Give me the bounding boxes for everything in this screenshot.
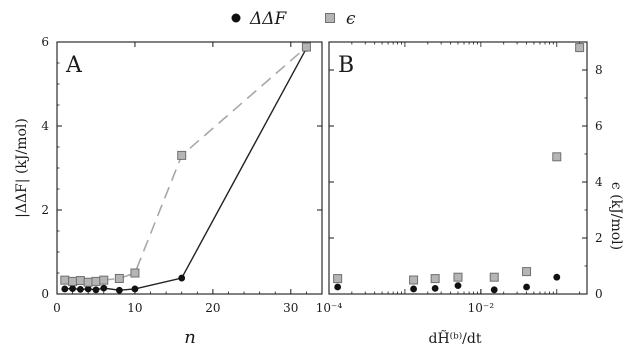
- panel-a-ytick-label: 6: [41, 35, 49, 49]
- panel-a-point-ddf: [178, 274, 186, 282]
- panel-a-point-epsilon: [75, 276, 85, 286]
- panel-a-xtick-label: 20: [205, 301, 220, 315]
- panel-b-marks: [333, 43, 585, 294]
- panel-a-point-epsilon: [91, 276, 101, 286]
- panel-a-point-epsilon: [83, 277, 93, 287]
- panel-a-ytick-label: 0: [41, 287, 49, 301]
- panel-a-xtick-label: 30: [283, 301, 298, 315]
- panel-b-point-ddf: [334, 283, 342, 291]
- panel-a-letter: A: [65, 53, 83, 78]
- panel-b-point-ddf: [431, 285, 439, 292]
- panel-a-point-ddf: [100, 284, 108, 292]
- panel-a-marks: [60, 42, 311, 294]
- panel-a-point-ddf: [69, 285, 76, 292]
- panel-a-xtick-label: 0: [53, 301, 61, 315]
- panel-b-xtick-label: 10⁻⁴: [316, 301, 343, 315]
- panel-a-point-ddf: [76, 285, 84, 293]
- panel-b-ytick-label: 2: [595, 231, 603, 245]
- panel-a-ytick-label: 2: [41, 203, 49, 217]
- panel-a-point-epsilon: [301, 42, 311, 52]
- panel-a-ytick-label: 4: [41, 119, 49, 133]
- panel-b-letter: B: [338, 53, 354, 78]
- panel-b-point-epsilon: [409, 275, 419, 285]
- legend-square-marker: [325, 13, 335, 23]
- panel-b-point-ddf: [553, 273, 561, 281]
- panel-b-point-ddf: [490, 286, 498, 294]
- panel-b-ylabel: ϵ (kJ/mol): [608, 182, 624, 250]
- panel-b: B ϵ (kJ/mol) dH̃⁽ᵇ⁾/dt 10⁻⁴ 10⁻² 0 2 4 6 8: [316, 41, 624, 347]
- legend-label-epsilon: ϵ: [346, 9, 356, 29]
- panel-a-point-epsilon: [130, 268, 140, 278]
- panel-b-ytick-label: 6: [595, 119, 603, 133]
- panel-a-point-epsilon: [177, 150, 187, 160]
- panel-a-xlabel: n: [184, 327, 196, 348]
- panel-b-point-ddf: [454, 282, 462, 289]
- panel-a-point-ddf: [84, 285, 92, 293]
- panel-a-ticks: 0 10 20 30 0 2 4 6: [41, 35, 323, 315]
- panel-a-point-epsilon: [60, 275, 70, 285]
- panel-b-point-ddf: [523, 283, 530, 291]
- panel-b-point-epsilon: [522, 267, 532, 277]
- legend: ΔΔF ϵ: [231, 9, 356, 29]
- panel-b-ytick-label: 0: [595, 287, 603, 301]
- panel-b-point-epsilon: [489, 272, 499, 282]
- panel-a-point-ddf: [131, 285, 139, 293]
- panel-a-point-epsilon: [114, 273, 124, 283]
- panel-a-frame: [56, 41, 323, 295]
- panel-a-point-ddf: [115, 286, 123, 294]
- panel-b-ytick-label: 8: [595, 63, 603, 77]
- legend-label-ddf: ΔΔF: [249, 9, 288, 29]
- panel-a: A |ΔΔF| (kJ/mol) n 0 10 20 30 0 2 4 6: [14, 35, 323, 348]
- panel-b-point-epsilon: [575, 43, 585, 53]
- panel-a-point-epsilon: [68, 276, 78, 286]
- panel-b-point-epsilon: [552, 152, 562, 162]
- panel-a-ylabel: |ΔΔF| (kJ/mol): [14, 118, 30, 218]
- panel-b-xlabel: dH̃⁽ᵇ⁾/dt: [429, 329, 482, 347]
- panel-b-point-epsilon: [453, 272, 463, 282]
- panel-a-xtick-label: 10: [127, 301, 142, 315]
- panel-b-point-epsilon: [430, 274, 440, 284]
- panel-a-point-ddf: [61, 285, 69, 293]
- panel-b-frame: [328, 41, 588, 295]
- panel-b-point-epsilon: [333, 274, 343, 284]
- panel-a-series-line-epsilon: [64, 46, 307, 284]
- panel-b-point-ddf: [410, 285, 417, 293]
- legend-circle-marker: [231, 13, 241, 23]
- panel-a-point-epsilon: [99, 275, 109, 285]
- panel-b-xtick-label: 10⁻²: [468, 301, 495, 315]
- panel-b-ticks: 10⁻⁴ 10⁻² 0 2 4 6 8: [316, 42, 603, 315]
- panel-a-series-line-ddf: [64, 47, 308, 291]
- panel-b-ytick-label: 4: [595, 175, 603, 189]
- panel-a-point-ddf: [92, 286, 100, 294]
